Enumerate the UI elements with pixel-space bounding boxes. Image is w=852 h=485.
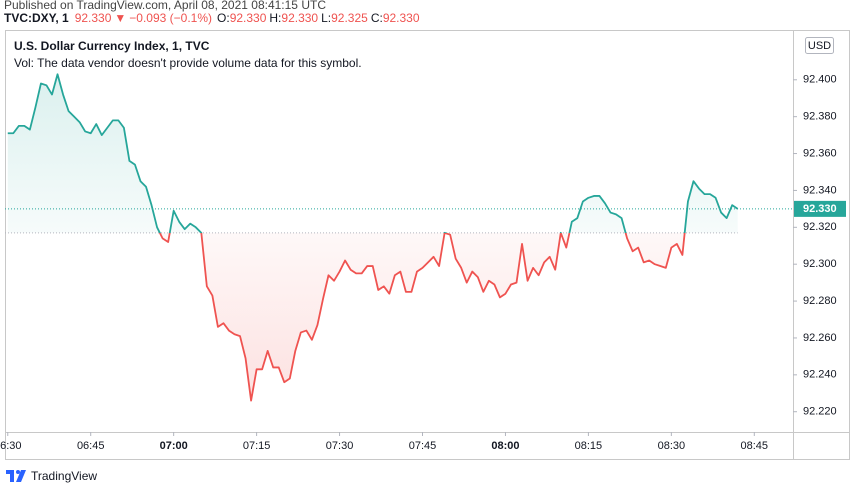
tradingview-logo [6, 470, 26, 482]
y-tick-label: 92.380 [803, 111, 837, 123]
y-tick-label: 92.260 [803, 332, 837, 344]
x-tick-label: 06:30 [0, 440, 22, 452]
logo-mark [16, 470, 20, 474]
last-price-label: 92.330 [803, 203, 837, 215]
y-tick-label: 92.240 [803, 369, 837, 381]
y-tick-label: 92.300 [803, 258, 837, 270]
symbol: TVC:DXY, 1 [4, 11, 69, 25]
chart-frame [5, 30, 850, 460]
ohlc-value: 92.330 [383, 11, 420, 25]
x-tick-label: 06:45 [77, 440, 105, 452]
area-fill [7, 74, 738, 401]
x-tick-label: 08:15 [575, 440, 603, 452]
logo-mark [16, 470, 26, 482]
y-tick-label: 92.280 [803, 295, 837, 307]
ohlc-label: O: [217, 11, 230, 25]
change: −0.093 (−0.1%) [129, 11, 212, 25]
plot-area [5, 73, 793, 402]
ohlc-label: L: [321, 11, 331, 25]
last-price-box [794, 200, 846, 217]
chart-subtitle: Vol: The data vendor doesn't provide vol… [14, 56, 362, 70]
x-tick-label: 07:15 [243, 440, 271, 452]
y-tick-label: 92.220 [803, 406, 837, 418]
currency-box[interactable] [805, 37, 834, 54]
y-tick-label: 92.400 [803, 74, 837, 86]
x-tick-label: 08:00 [491, 440, 519, 452]
ohlc-value: 92.330 [230, 11, 267, 25]
y-tick-label: 92.320 [803, 221, 837, 233]
ohlc-label: C: [371, 11, 383, 25]
ohlc-value: 92.330 [281, 11, 318, 25]
ohlc-value: 92.325 [331, 11, 368, 25]
price: 92.330 [75, 11, 112, 25]
logo-mark [6, 470, 14, 482]
x-tick-label: 07:00 [160, 440, 188, 452]
x-tick-label: 07:30 [326, 440, 354, 452]
arrow: ▼ [114, 11, 126, 25]
ohlc-label: H: [269, 11, 281, 25]
y-tick-label: 92.360 [803, 147, 837, 159]
x-tick-label: 07:45 [409, 440, 437, 452]
y-tick-label: 92.340 [803, 184, 837, 196]
x-tick-label: 08:30 [658, 440, 686, 452]
brand: TradingView [31, 469, 97, 483]
price-line [7, 73, 739, 402]
chart-title: U.S. Dollar Currency Index, 1, TVC [14, 39, 210, 53]
currency-label: USD [808, 40, 831, 52]
symbol-legend: TVC:DXY, 1 92.330 ▼ −0.093 (−0.1%) O:92.330 H… [4, 11, 420, 25]
x-tick-label: 08:45 [741, 440, 769, 452]
published-note: Published on TradingView.com, April 08, … [4, 0, 326, 12]
